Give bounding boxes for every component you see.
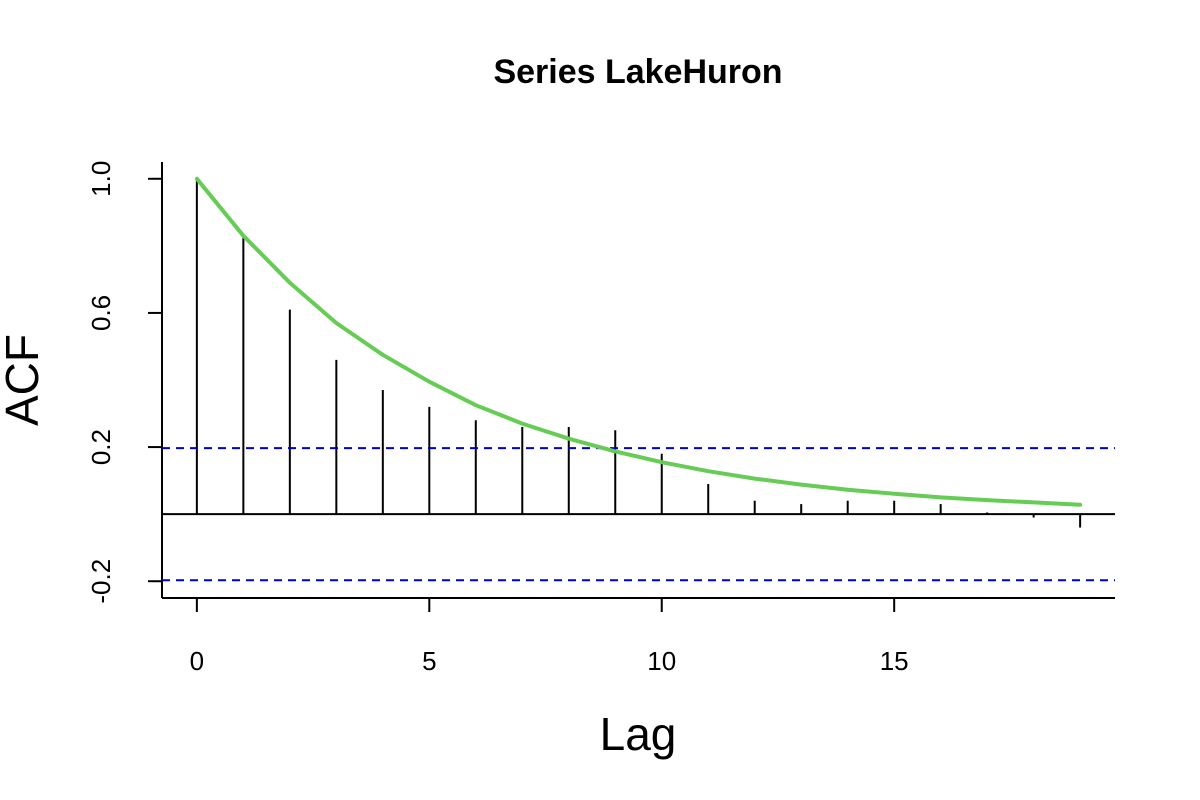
x-axis-label: Lag bbox=[600, 708, 677, 760]
y-tick-label: 0.6 bbox=[86, 295, 116, 331]
x-tick-label: 0 bbox=[190, 646, 204, 676]
y-tick-label: 0.2 bbox=[86, 429, 116, 465]
chart-title: Series LakeHuron bbox=[493, 53, 782, 91]
x-tick-label: 5 bbox=[422, 646, 436, 676]
y-tick-label: -0.2 bbox=[86, 559, 116, 604]
x-tick-label: 15 bbox=[880, 646, 909, 676]
fitted-curve bbox=[194, 176, 1083, 507]
y-axis-label: ACF bbox=[0, 334, 48, 426]
plot-area: 0 5 10 15 -0.2 0.2 0.6 1.0 bbox=[86, 161, 1115, 676]
x-tick-label: 10 bbox=[647, 646, 676, 676]
y-tick-label: 1.0 bbox=[86, 161, 116, 197]
